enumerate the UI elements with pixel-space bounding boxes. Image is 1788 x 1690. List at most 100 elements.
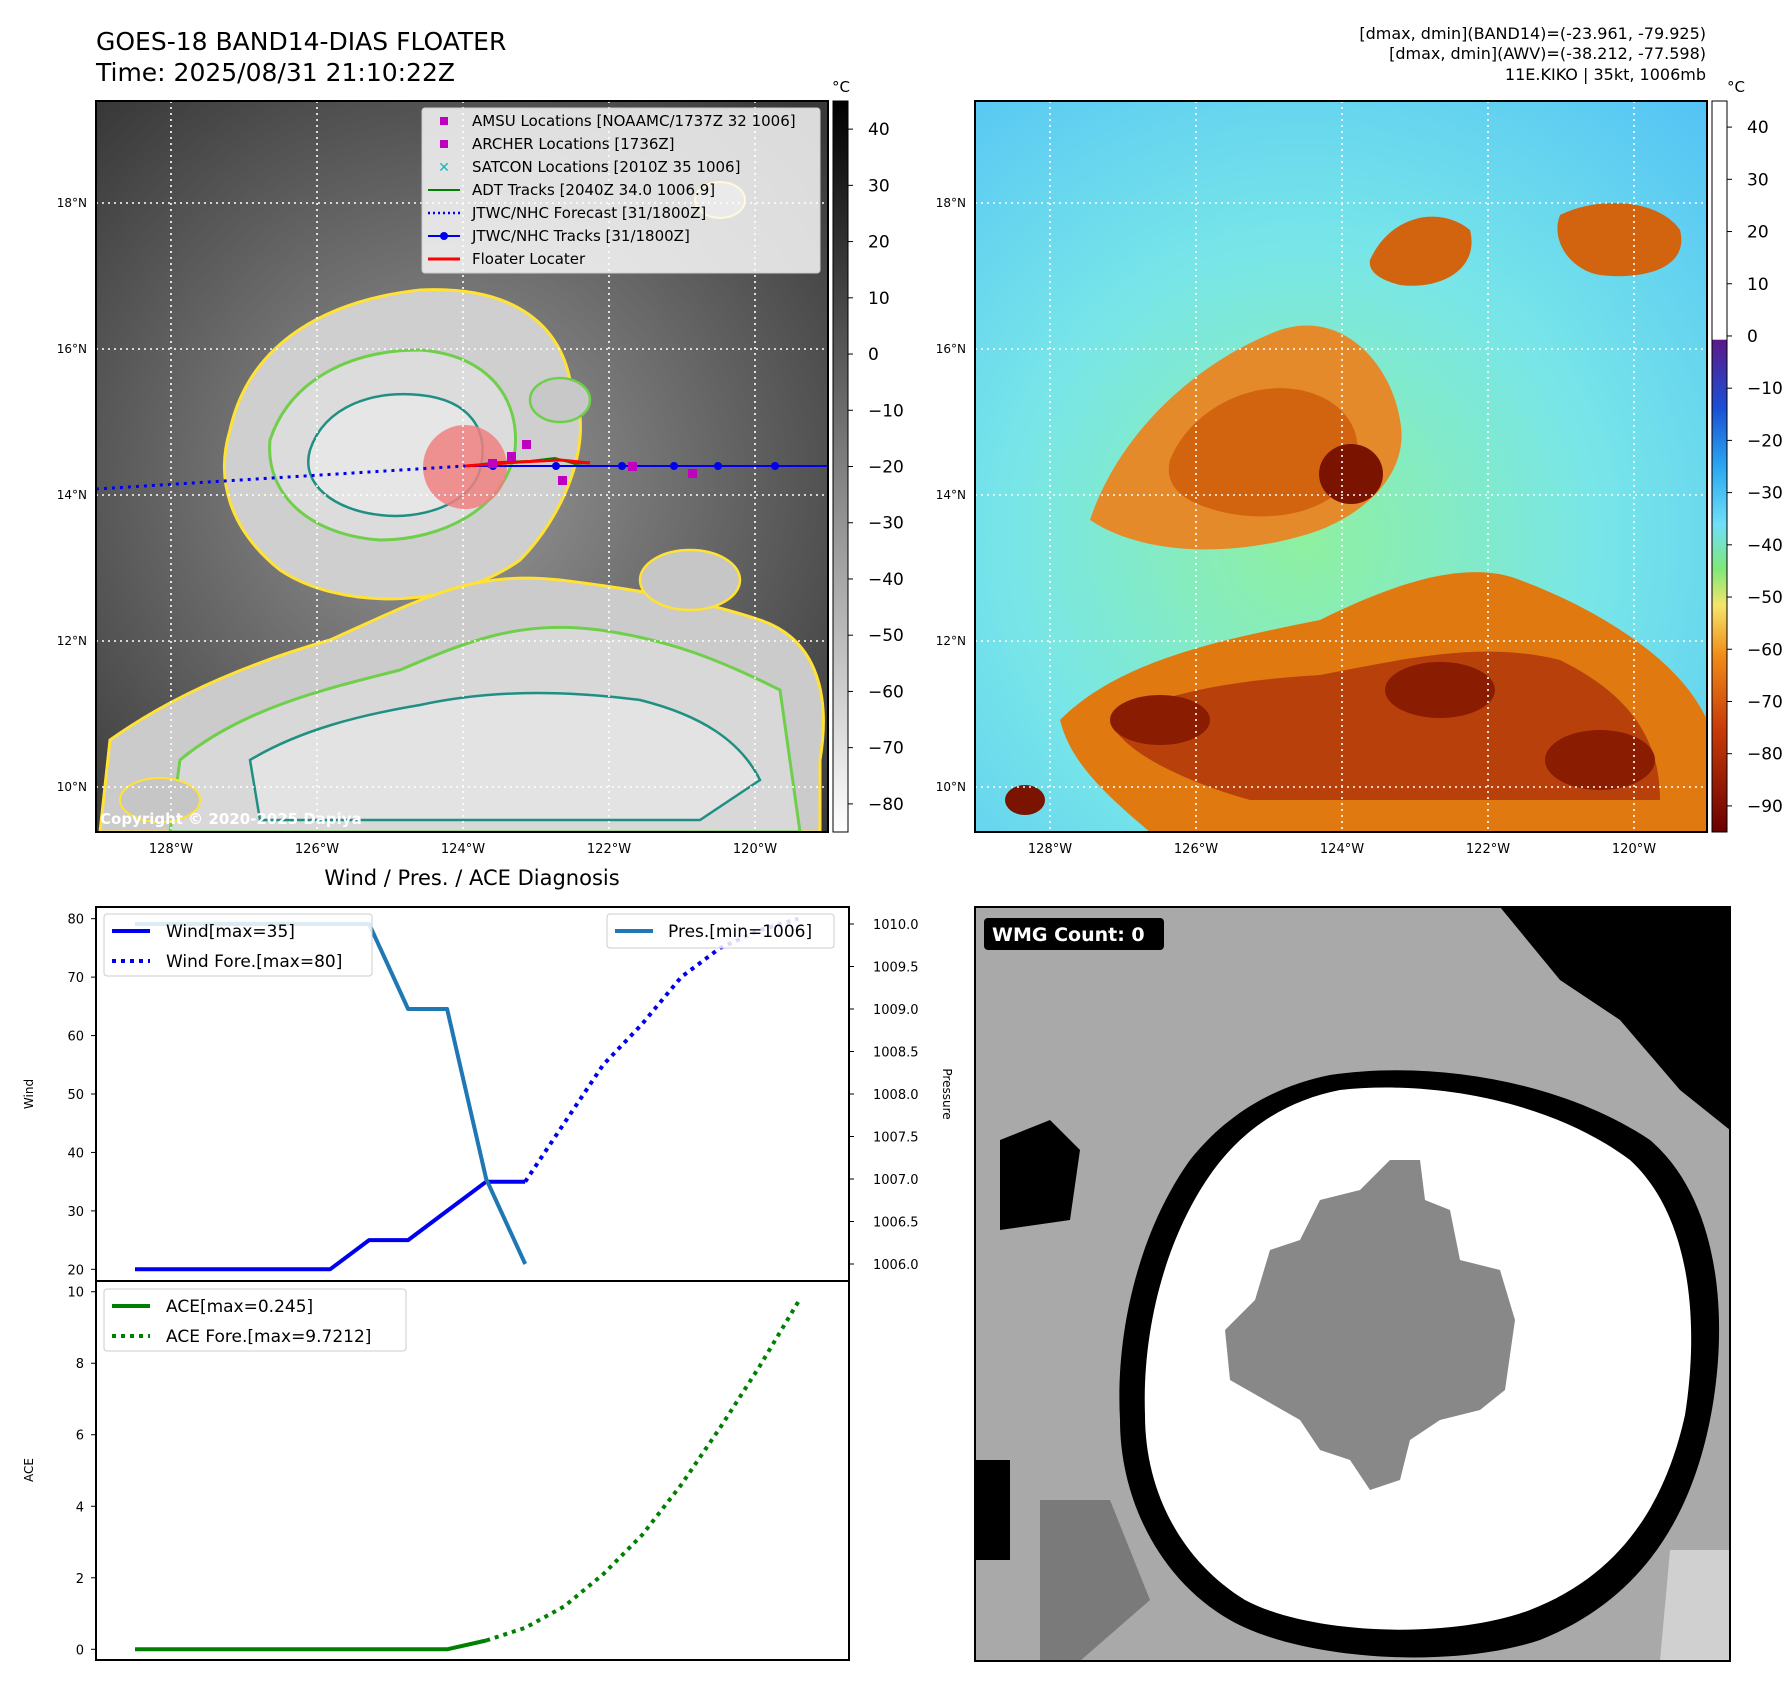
colorbar-tick-label: 40 (868, 120, 890, 140)
awv-lon-label: 128°W (1028, 842, 1072, 857)
awv-lat-labels: 18°N 16°N 14°N 12°N 10°N (936, 196, 966, 794)
ir-lat-label: 18°N (57, 196, 87, 210)
awv-gridlines (975, 101, 1707, 832)
wmg-badge-bg (984, 918, 1164, 950)
wind-legend-label: Wind[max=35] (166, 922, 295, 942)
satcon-x-icon: ✕ (438, 160, 450, 176)
colorbar-tick-label: −60 (868, 682, 904, 702)
ir-cell (528, 376, 592, 424)
legend-amsu: AMSU Locations [NOAAMC/1737Z 32 1006] (472, 112, 796, 130)
ir-cell (119, 777, 201, 823)
y-tick-label-right: 1008.0 (873, 1088, 919, 1103)
amsu-archer-markers (488, 440, 697, 485)
colorbar-tick-label: 0 (868, 345, 879, 365)
legend-archer: ARCHER Locations [1736Z] (472, 135, 675, 153)
awv-lon-labels: 128°W 126°W 124°W 122°W 120°W (1028, 842, 1656, 857)
wind-axis-label: Wind (22, 1079, 36, 1109)
colorbar-tick-label: −30 (1747, 484, 1783, 504)
legend-satcon: SATCON Locations [2010Z 35 1006] (472, 158, 740, 176)
ir-lon-label: 126°W (295, 842, 339, 857)
ir-colorbar-ticks: 40 30 20 10 0 −10 −20 −30 −40 −50 −60 −70 −80 (848, 120, 904, 815)
ir-lon-label: 128°W (149, 842, 193, 857)
colorbar-tick-label: −90 (1747, 797, 1783, 817)
awv-cell (1369, 216, 1472, 286)
y-tick-label: 20 (67, 1263, 84, 1278)
y-tick-label: 0 (76, 1643, 84, 1658)
legend-floater: Floater Locater (472, 250, 586, 268)
ace-legend: ACE[max=0.245] ACE Fore.[max=9.7212] (103, 1288, 407, 1352)
series-line (485, 1300, 801, 1643)
ace-axis-label: ACE (22, 1458, 36, 1482)
ace-yticks: 0 2 4 6 8 10 (67, 1286, 96, 1658)
wmg-count-badge: WMG Count: 0 (992, 924, 1145, 946)
ace-series-group (135, 1300, 801, 1652)
pres-legend-label: Pres.[min=1006] (668, 922, 812, 942)
colorbar-tick-label: −20 (1747, 431, 1783, 451)
copyright-text: Copyright © 2020-2025 Dapiya (100, 810, 362, 828)
awv-lon-label: 126°W (1174, 842, 1218, 857)
series-line (135, 1179, 526, 1272)
awv-cell (1110, 695, 1210, 745)
info-awv: [dmax, dmin](AWV)=(-38.212, -77.598) (1389, 44, 1706, 63)
y-tick-label: 50 (67, 1088, 84, 1103)
awv-frame (974, 100, 1708, 833)
awv-lon-label: 122°W (1466, 842, 1510, 857)
colorbar-tick-label: −80 (1747, 745, 1783, 765)
wmg-dark-region (1040, 1500, 1150, 1661)
colorbar-tick-label: −50 (868, 626, 904, 646)
y-tick-label: 60 (67, 1030, 84, 1045)
ir-lat-label: 10°N (57, 780, 87, 794)
awv-cell (1005, 785, 1045, 815)
awv-map-panel: 18°N 16°N 14°N 12°N 10°N 128°W 126°W 124… (936, 78, 1783, 857)
colorbar-tick-label: −10 (868, 401, 904, 421)
colorbar-tick-label: −70 (868, 739, 904, 759)
y-tick-label-right: 1010.0 (873, 918, 919, 933)
y-tick-label: 6 (76, 1429, 84, 1444)
ir-colorbar-unit: °C (832, 78, 850, 96)
track-dot-icon (440, 232, 448, 240)
y-tick-label: 40 (67, 1146, 84, 1161)
ir-colorbar (832, 100, 849, 833)
colorbar-tick-label: −30 (868, 514, 904, 534)
pressure-yticks: 1010.0 1009.5 1009.0 1008.5 1008.0 1007.5 1007… (849, 918, 919, 1273)
y-tick-label: 30 (67, 1205, 84, 1220)
colorbar-tick-label: 30 (1747, 170, 1769, 190)
amsu-marker-icon (440, 117, 448, 125)
awv-cell (1385, 662, 1495, 718)
y-tick-label: 4 (76, 1500, 84, 1515)
archer-marker-icon (440, 140, 448, 148)
figure-time: Time: 2025/08/31 21:10:22Z (95, 58, 455, 87)
ir-lat-label: 14°N (57, 488, 87, 502)
colorbar-tick-label: 20 (868, 233, 890, 253)
ir-cell (638, 548, 742, 612)
colorbar-tick-label: −60 (1747, 640, 1783, 660)
awv-lat-label: 10°N (936, 780, 966, 794)
awv-lon-label: 124°W (1320, 842, 1364, 857)
y-tick-label: 8 (76, 1357, 84, 1372)
awv-storm-inner (1168, 388, 1358, 517)
colorbar-tick-label: −10 (1747, 379, 1783, 399)
awv-colorbar-ticks: 40 30 20 10 0 −10 −20 −30 −40 −50 −60 −70 −80 −90 (1727, 118, 1783, 817)
y-tick-label-right: 1007.0 (873, 1173, 919, 1188)
ir-map-panel: Copyright © 2020-2025 Dapiya AMSU Locati… (57, 78, 904, 857)
y-tick-label-right: 1008.5 (873, 1046, 919, 1061)
wmg-black-region (975, 1460, 1010, 1560)
awv-lat-label: 18°N (936, 196, 966, 210)
wind-fore-legend-label: Wind Fore.[max=80] (166, 952, 342, 972)
series-line (135, 1638, 487, 1652)
ace-legend-label: ACE[max=0.245] (166, 1297, 313, 1317)
ir-legend: AMSU Locations [NOAAMC/1737Z 32 1006] AR… (421, 107, 821, 274)
figure-title: GOES-18 BAND14-DIAS FLOATER (96, 27, 506, 56)
ir-frame (95, 100, 829, 833)
colorbar-tick-label: −70 (1747, 692, 1783, 712)
ir-southern-core (248, 691, 762, 822)
info-storm: 11E.KIKO | 35kt, 1006mb (1505, 65, 1706, 84)
colorbar-tick-label: −80 (868, 795, 904, 815)
ir-lon-label: 124°W (441, 842, 485, 857)
awv-lat-label: 16°N (936, 342, 966, 356)
y-tick-label-right: 1009.5 (873, 961, 919, 976)
ir-lat-labels: 18°N 16°N 14°N 12°N 10°N (57, 196, 87, 794)
legend-adt: ADT Tracks [2040Z 34.0 1006.9] (472, 181, 715, 199)
awv-lat-label: 14°N (936, 488, 966, 502)
